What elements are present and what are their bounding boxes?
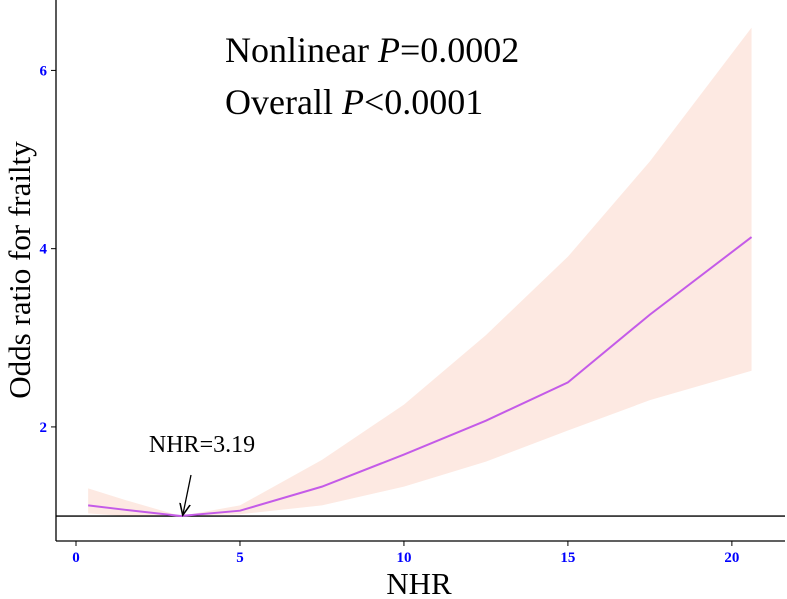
x-tick-label: 15 bbox=[560, 550, 575, 566]
confidence-band bbox=[88, 27, 752, 517]
annotation-part: P bbox=[341, 82, 364, 122]
x-axis-title: NHR bbox=[386, 566, 452, 599]
x-tick-label: 10 bbox=[396, 550, 411, 566]
annotation: Nonlinear P=0.0002 bbox=[225, 30, 519, 70]
x-tick-label: 20 bbox=[724, 550, 739, 566]
plot-area: 2 4 6 0 5 10 15 20 bbox=[40, 0, 785, 566]
annotation-part: Overall bbox=[225, 82, 342, 122]
x-tick-label: 0 bbox=[72, 550, 80, 566]
y-tick-label: 2 bbox=[40, 420, 48, 436]
arrow bbox=[183, 474, 192, 514]
y-tick-label: 6 bbox=[40, 63, 48, 79]
y-tick-label: 4 bbox=[40, 242, 48, 258]
annotation-part: Nonlinear bbox=[225, 30, 378, 70]
annotation-part: P bbox=[377, 30, 400, 70]
x-tick-label: 5 bbox=[236, 550, 244, 566]
annotation-part: =0.0002 bbox=[400, 30, 519, 70]
annotation-part: <0.0001 bbox=[364, 82, 483, 122]
annotation: Overall P<0.0001 bbox=[225, 82, 483, 122]
point-label: NHR=3.19 bbox=[149, 432, 255, 458]
y-axis-title: Odds ratio for frailty bbox=[2, 141, 37, 399]
line bbox=[88, 236, 753, 518]
